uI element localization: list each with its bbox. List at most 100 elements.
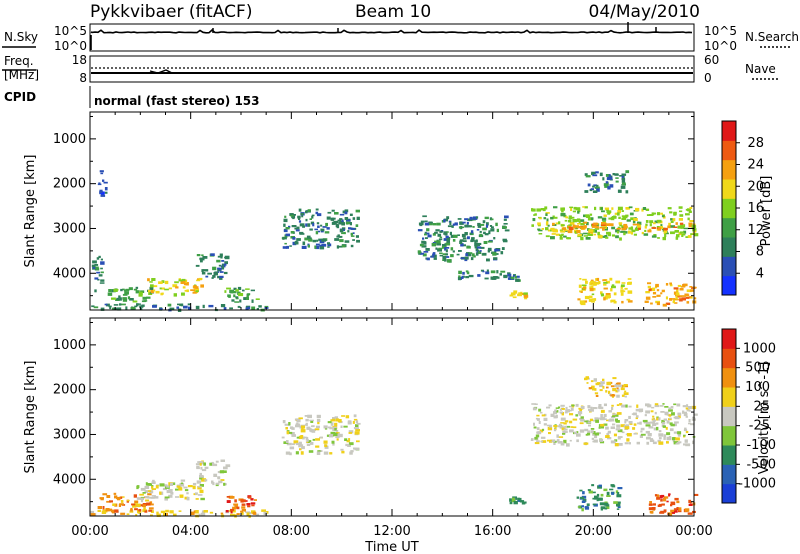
velocity-echo-cell <box>199 484 204 487</box>
power-echo-cell <box>221 260 225 262</box>
colorbar-tick-label: -25 <box>749 419 770 434</box>
power-echo-cell <box>654 220 658 224</box>
velocity-echo-cell <box>136 497 140 500</box>
power-echo-cell <box>515 278 520 282</box>
velocity-echo-cell <box>300 429 306 433</box>
power-echo-cell <box>593 184 597 187</box>
velocity-echo-cell <box>323 440 328 444</box>
velocity-echo-cell <box>323 451 329 455</box>
power-echo-cell <box>597 216 603 219</box>
power-echo-cell <box>208 304 214 308</box>
power-echo-cell <box>242 289 245 292</box>
power-echo-cell <box>98 255 101 258</box>
velocity-echo-cell <box>348 432 353 434</box>
velocity-echo-cell <box>674 416 680 420</box>
power-echo-cell <box>311 214 315 217</box>
power-echo-cell <box>651 235 657 238</box>
power-echo-cell <box>283 223 286 227</box>
power-echo-cell <box>94 289 97 293</box>
power-echo-cell <box>484 216 489 220</box>
velocity-echo-cell <box>613 501 618 504</box>
velocity-echo-cell <box>311 425 315 428</box>
power-echo-cell <box>672 298 676 300</box>
power-echo-cell <box>426 228 430 232</box>
velocity-echo-cell <box>613 433 617 437</box>
velocity-echo-cell <box>580 406 585 409</box>
velocity-echo-cell <box>203 462 206 466</box>
velocity-echo-cell <box>247 505 251 508</box>
colorbar-tick-label: 500 <box>745 361 770 376</box>
power-echo-cell <box>212 266 217 271</box>
velocity-echo-cell <box>658 417 661 421</box>
power-echo-region <box>531 206 699 241</box>
power-echo-cell <box>621 227 627 231</box>
power-echo-cell <box>461 221 466 224</box>
velocity-echo-cell <box>606 381 612 386</box>
power-echo-cell <box>660 292 663 295</box>
power-echo-cell <box>321 243 327 247</box>
velocity-echo-cell <box>650 511 654 514</box>
velocity-echo-cell <box>648 503 653 506</box>
power-echo-cell <box>196 279 201 282</box>
velocity-echo-cell <box>616 502 621 507</box>
power-echo-cell <box>475 239 478 241</box>
velocity-echo-cell <box>612 377 617 380</box>
x-tick-label: 04:00 <box>172 524 209 539</box>
velocity-echo-cell <box>291 434 296 437</box>
power-echo-cell <box>582 300 588 303</box>
power-echo-cell <box>430 221 433 224</box>
power-echo-cell <box>667 225 671 229</box>
power-echo-cell <box>202 256 208 259</box>
power-echo-cell <box>568 226 574 230</box>
power-echo-cell <box>673 226 678 228</box>
power-echo-cell <box>160 292 163 296</box>
velocity-echo-cell <box>230 508 235 511</box>
power-echo-cell <box>664 233 667 237</box>
velocity-echo-cell <box>536 427 540 431</box>
power-echo-cell <box>692 286 697 289</box>
power-echo-cell <box>135 290 140 294</box>
velocity-echo-cell <box>650 410 654 413</box>
power-echo-cell <box>623 223 628 227</box>
velocity-echo-cell <box>223 482 226 486</box>
power-echo-cell <box>469 233 473 235</box>
velocity-echo-cell <box>598 484 602 487</box>
nsky-tick-top: 10^5 <box>54 24 87 38</box>
velocity-echo-cell <box>120 496 125 498</box>
velocity-echo-cell <box>670 501 676 506</box>
power-echo-cell <box>199 257 205 261</box>
power-echo-cell <box>311 215 314 219</box>
power-echo-cell <box>350 244 354 248</box>
power-echo-cell <box>621 177 626 180</box>
power-echo-cell <box>139 305 144 308</box>
velocity-echo-cell <box>568 405 573 408</box>
velocity-echo-cell <box>564 420 569 423</box>
power-echo-cell <box>651 227 657 229</box>
nsky-trace <box>90 29 693 34</box>
power-echo-cell <box>593 222 597 226</box>
power-echo-cell <box>673 299 675 303</box>
velocity-echo-cell <box>566 425 571 428</box>
power-echo-cell <box>339 239 344 243</box>
power-echo-cell <box>602 279 607 282</box>
power-echo-cell <box>448 220 452 223</box>
power-echo-cell <box>623 231 628 234</box>
power-echo-cell <box>138 293 143 297</box>
velocity-echo-cell <box>155 485 159 489</box>
power-echo-cell <box>547 229 552 232</box>
velocity-echo-cell <box>671 437 676 441</box>
velocity-echo-cell <box>687 512 693 515</box>
power-echo-cell <box>251 306 256 310</box>
velocity-echo-cell <box>323 425 328 429</box>
power-echo-cell <box>464 258 468 262</box>
velocity-echo-cell <box>97 509 101 512</box>
power-echo-cell <box>424 220 428 222</box>
velocity-echo-cell <box>334 432 338 436</box>
velocity-echo-cell <box>657 439 661 443</box>
velocity-echo-cell <box>192 485 196 490</box>
velocity-echo-cell <box>353 418 358 421</box>
velocity-echo-cell <box>683 429 688 432</box>
power-echo-cell <box>619 175 624 177</box>
power-echo-cell <box>494 248 498 252</box>
velocity-echo-cell <box>673 508 677 512</box>
